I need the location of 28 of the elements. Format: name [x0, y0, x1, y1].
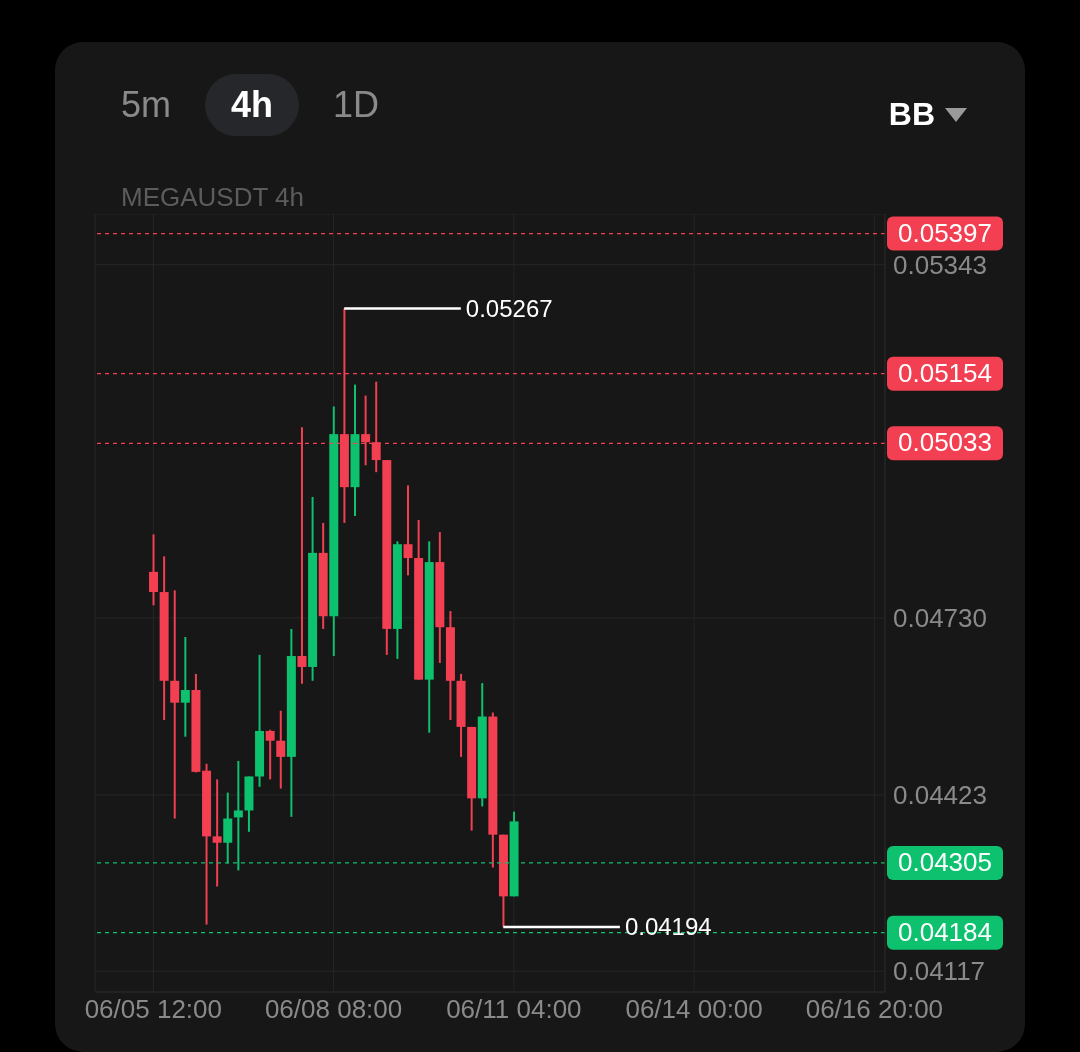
- text: 1D: [332, 83, 381, 127]
- y-tick-label: 0.04117: [893, 956, 986, 987]
- text: 5m: [120, 83, 172, 127]
- y-tick-label: 0.04730: [893, 603, 987, 634]
- ref-line-label: 0.05033: [898, 427, 992, 458]
- x-tick-label: 06/11 04:00: [446, 994, 582, 1025]
- candlestick: [403, 484, 413, 577]
- x-tick-label: 06/08 08:00: [264, 994, 403, 1025]
- x-tick-label: 06/16 20:00: [805, 994, 944, 1025]
- candlestick: [170, 589, 180, 820]
- text: BB: [888, 96, 935, 133]
- x-tick-label: 06/05 12:00: [84, 994, 222, 1025]
- candlestick: [212, 778, 222, 888]
- text: 4h: [205, 74, 300, 136]
- ref-line-label: 0.04305: [898, 846, 992, 877]
- ref-line-label: 0.05154: [898, 357, 992, 388]
- ref-line-label: 0.04184: [898, 916, 992, 947]
- x-tick-label: 06/14 00:00: [625, 994, 763, 1025]
- y-tick-label: 0.05343: [893, 249, 987, 280]
- y-tick-label: 0.04423: [893, 780, 987, 811]
- candlestick: [265, 728, 275, 781]
- candlestick: [149, 533, 159, 607]
- ref-line-label: 0.05397: [898, 217, 992, 248]
- annotation: 0.04194: [624, 913, 712, 941]
- chart-title: MEGAUSDT 4h: [121, 182, 305, 213]
- annotation: 0.05267: [465, 295, 553, 323]
- candlestick: [276, 709, 286, 790]
- candlestick: [180, 636, 190, 738]
